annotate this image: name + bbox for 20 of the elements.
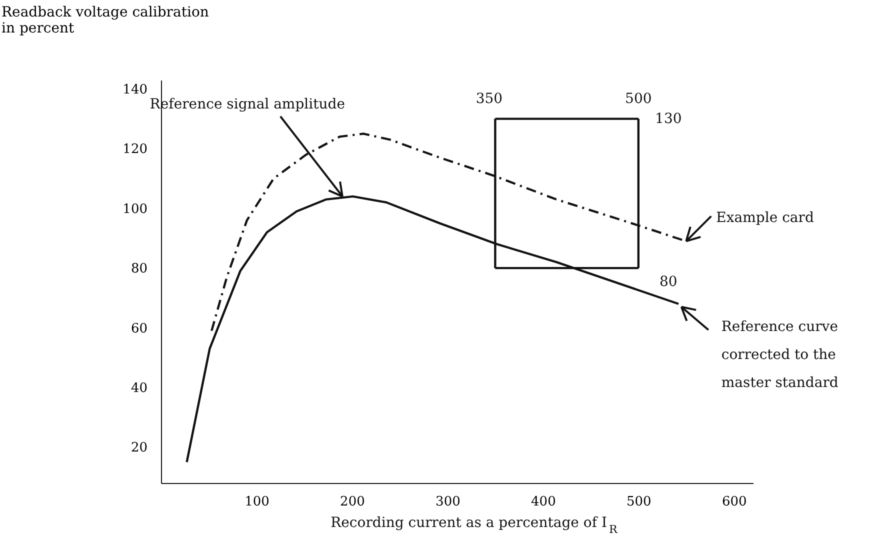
y-axis-title: Readback voltage calibration in percent: [2, 4, 209, 36]
y-tick-label: 40: [130, 380, 148, 396]
y-tick-label: 140: [122, 82, 148, 98]
annotation: 130: [655, 110, 682, 127]
x-tick-label: 600: [722, 494, 747, 510]
y-tick-label: 80: [130, 262, 148, 277]
annotation: 80: [660, 274, 678, 290]
x-tick-label: 300: [436, 494, 460, 510]
annotation: Reference curve corrected to the master standard: [721, 318, 838, 391]
y-tick-label: 60: [130, 321, 148, 336]
x-tick-label: 500: [626, 494, 652, 510]
x-tick-label: 400: [531, 494, 556, 510]
annotation: 350: [476, 90, 503, 107]
y-tick-label: 100: [122, 202, 148, 217]
annotation: 500: [625, 90, 652, 107]
x-tick-label: 100: [244, 494, 270, 510]
y-tick-label: 120: [122, 142, 148, 158]
annotation: Example card: [716, 210, 814, 226]
x-tick-label: 200: [340, 494, 365, 510]
y-tick-label: 20: [130, 440, 148, 456]
